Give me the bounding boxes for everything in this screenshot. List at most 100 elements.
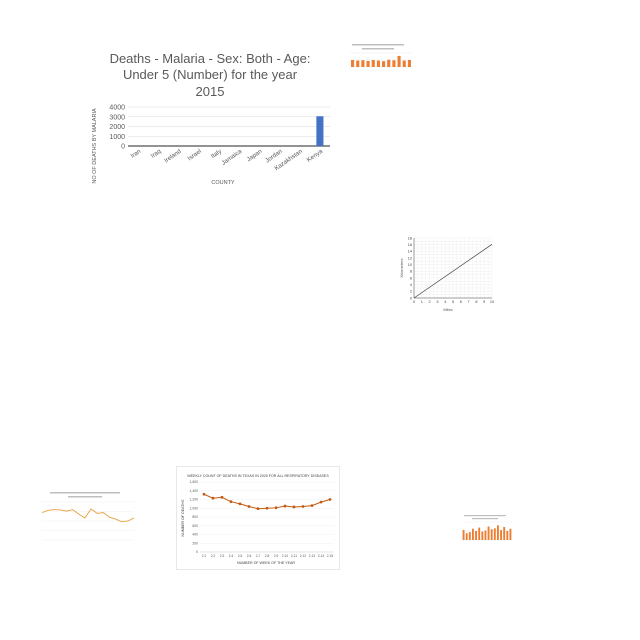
chart5-x-ticks: 2-1 2-2 2-3 2-4 2-5 2-6 2-7 2-8 2-9 2-10 2-11 2-12 2… (202, 554, 334, 558)
chart5-gridlines (200, 481, 334, 553)
x-tick-label: 9 (483, 300, 485, 304)
thumbnail-title-placeholder (50, 492, 120, 494)
data-point (229, 500, 233, 504)
y-tick-label: 0 (196, 550, 198, 554)
bar (366, 60, 370, 67)
chart3-y-ticks: 0 2 4 6 8 10 12 14 16 18 (408, 236, 412, 300)
chart3-gridlines (413, 237, 493, 299)
bar (371, 60, 375, 67)
bar (402, 60, 406, 67)
data-point (238, 502, 242, 506)
bar (397, 55, 401, 67)
bar (506, 531, 509, 540)
x-tick-label: 2-14 (318, 554, 325, 558)
chart1-y-axis-label: NO OF DEATHS BY MALARIA (92, 108, 98, 184)
y-tick-label: 0 (410, 296, 412, 300)
x-tick-label: Italy (210, 147, 224, 160)
chart5-x-axis-label: NUMBER OF WEEK OF THE YEAR (237, 561, 295, 565)
y-tick-label: 200 (192, 541, 198, 545)
bar (490, 529, 493, 540)
data-point (328, 498, 332, 501)
x-tick-label: 2-9 (274, 554, 279, 558)
bar (475, 531, 477, 540)
x-tick-label: 2 (429, 300, 431, 304)
x-tick-label: 5 (452, 300, 454, 304)
data-point (301, 505, 305, 508)
x-tick-label: 7 (468, 300, 470, 304)
data-point (265, 506, 269, 510)
texas-weekly-deaths-line-chart: WEEKLY COUNT OF DEATHS IN TEXAS IN 2020 … (176, 466, 340, 570)
chart1-y-ticks: 0 1000 2000 3000 4000 (109, 105, 125, 151)
chart6-bars (462, 525, 512, 540)
x-tick-label: 2-7 (256, 554, 261, 558)
thumbnail-title-placeholder (352, 44, 404, 46)
x-tick-label: 0 (413, 300, 415, 304)
y-tick-label: 6 (410, 276, 412, 280)
y-tick-label: 16 (408, 243, 412, 247)
thumbnail-title-placeholder (472, 518, 498, 520)
x-tick-label: 2-4 (229, 554, 234, 558)
chart3-line (413, 244, 493, 299)
chart5-y-ticks: 0 200 400 600 800 1,000 1,200 1,400 1,600 (190, 480, 199, 554)
thumbnail-line-chart-yellow (41, 492, 135, 541)
chart-title-line-3: 2015 (196, 84, 225, 99)
bar (497, 525, 499, 540)
y-tick-label: 4000 (109, 105, 125, 112)
x-tick-label: 2-8 (265, 554, 270, 558)
thumbnail-title-placeholder (68, 496, 102, 498)
y-tick-label: 2000 (109, 124, 125, 131)
data-point (319, 500, 323, 504)
data-point (220, 495, 224, 499)
thumbnail-bar-chart-orange (350, 44, 412, 68)
chart1-gridlines (128, 106, 330, 147)
chart1-bars (316, 116, 324, 146)
bar (484, 530, 487, 540)
bar (376, 60, 380, 67)
data-point (274, 506, 278, 510)
x-tick-label: Japan (246, 148, 264, 164)
bar (478, 527, 481, 540)
chart5-title: WEEKLY COUNT OF DEATHS IN TEXAS IN 2020 … (187, 474, 329, 478)
chart2-bars (351, 55, 411, 67)
bar (468, 532, 471, 540)
x-tick-label: 2-6 (247, 554, 252, 558)
thumbnail-title-placeholder (362, 48, 394, 50)
data-point (292, 505, 296, 509)
y-tick-label: 10 (408, 263, 412, 267)
thumbnail-bar-chart-orange-2 (462, 515, 512, 541)
malaria-deaths-bar-chart: Deaths - Malaria - Sex: Both - Age: Unde… (92, 51, 330, 186)
thumbnail-title-placeholder (464, 515, 506, 517)
y-tick-label: 4 (410, 283, 412, 287)
chart5-border (176, 466, 340, 570)
x-tick-label: 3 (436, 300, 438, 304)
y-tick-label: 800 (192, 515, 198, 519)
data-point (283, 504, 287, 508)
y-tick-label: 1,400 (190, 489, 199, 493)
data-point (256, 507, 260, 511)
x-tick-label: Israel (186, 148, 202, 162)
bar (500, 530, 502, 540)
x-tick-label: Iran (129, 148, 142, 160)
x-tick-label: 2-12 (300, 554, 307, 558)
data-point (202, 492, 206, 496)
y-tick-label: 3000 (109, 114, 125, 121)
bar (509, 528, 512, 540)
bar (351, 60, 355, 67)
x-tick-label: 2-5 (238, 554, 243, 558)
y-tick-label: 1000 (109, 134, 125, 141)
x-tick-label: 2-2 (211, 554, 216, 558)
y-tick-label: 1,000 (190, 506, 199, 510)
bar (487, 526, 490, 540)
bar (472, 528, 474, 540)
y-tick-label: 8 (410, 270, 412, 274)
x-tick-label: 2-13 (309, 554, 316, 558)
chart3-x-axis-label: Miles (443, 307, 452, 312)
data-point (247, 505, 251, 508)
bar (503, 526, 506, 540)
chart4-line (41, 508, 135, 523)
bar (316, 116, 324, 146)
bar (392, 60, 396, 67)
bar (462, 529, 465, 540)
y-tick-label: 2 (410, 290, 412, 294)
